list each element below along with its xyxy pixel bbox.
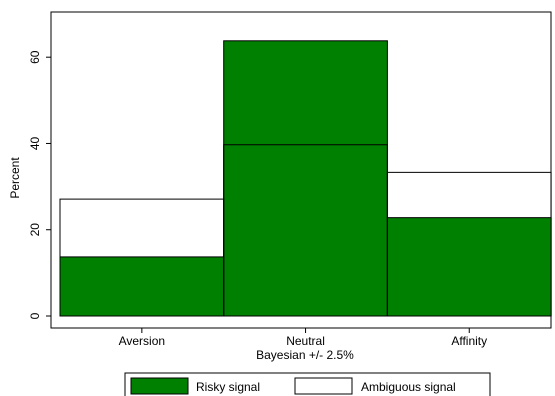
- x-tick-label-neutral: Neutral: [286, 334, 325, 348]
- bar-ambiguous-affinity: [386, 171, 552, 317]
- bar-risky-aversion: [59, 256, 225, 317]
- bar-risky-affinity: [386, 217, 552, 317]
- y-tick-label-40: 40: [28, 136, 42, 150]
- plot-frame: [50, 11, 552, 329]
- legend-swatch-risky: [130, 377, 189, 395]
- y-tick-label-60: 60: [28, 50, 42, 64]
- x-axis-title: Bayesian +/- 2.5%: [256, 348, 354, 362]
- plot-area: 0 20 40 60 Aversion Neutral Affinity: [28, 11, 552, 348]
- legend: Risky signal Ambiguous signal: [124, 372, 491, 396]
- y-axis-title: Percent: [8, 157, 22, 199]
- x-tick-label-affinity: Affinity: [451, 334, 487, 348]
- bar-risky-neutral: [223, 40, 388, 317]
- x-tick-label-aversion: Aversion: [119, 334, 165, 348]
- legend-label-risky: Risky signal: [196, 380, 260, 394]
- legend-label-ambiguous: Ambiguous signal: [361, 380, 456, 394]
- y-tick-label-20: 20: [28, 223, 42, 237]
- legend-swatch-ambiguous: [294, 377, 353, 395]
- y-tick-label-0: 0: [28, 312, 42, 319]
